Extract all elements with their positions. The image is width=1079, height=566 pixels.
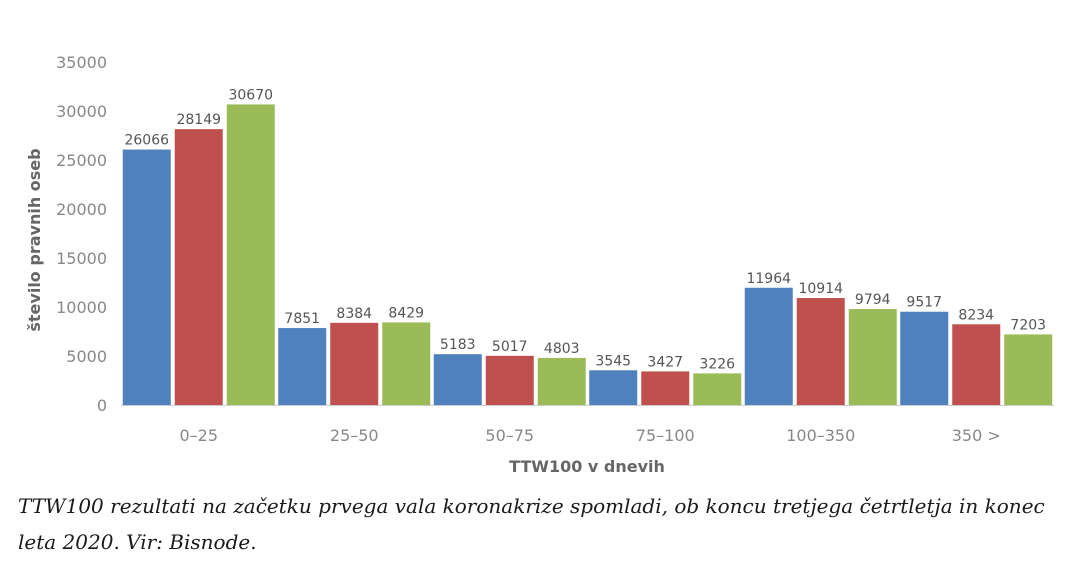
y-tick-label: 5000 — [66, 347, 107, 366]
data-label: 3427 — [647, 354, 683, 370]
data-label: 7851 — [284, 311, 320, 327]
data-label: 26066 — [124, 133, 169, 149]
y-tick-label: 0 — [97, 396, 107, 415]
bar — [900, 311, 949, 405]
bar — [433, 354, 482, 405]
bars — [122, 104, 1053, 406]
y-tick-label: 30000 — [56, 102, 107, 121]
y-tick-label: 20000 — [56, 200, 107, 219]
bar — [330, 322, 379, 405]
data-label: 8384 — [336, 306, 372, 322]
data-labels: 26066 28149 30670 7851 8384 8429 5183 5017 4803 3… — [124, 87, 1046, 372]
data-label: 3545 — [595, 353, 631, 369]
x-tick-label: 0–25 — [179, 426, 218, 445]
bar — [952, 324, 1001, 405]
bar — [641, 371, 690, 405]
x-tick-label: 350 > — [952, 426, 1001, 445]
bar — [796, 298, 845, 405]
data-label: 11964 — [746, 271, 791, 287]
data-label: 10914 — [798, 281, 843, 297]
data-label: 9517 — [906, 295, 942, 311]
y-tick-label: 25000 — [56, 151, 107, 170]
y-axis-title: število pravnih oseb — [25, 148, 44, 331]
bar — [122, 149, 171, 405]
data-label: 28149 — [176, 112, 221, 128]
bar — [226, 104, 275, 406]
bar — [744, 287, 793, 405]
data-label: 7203 — [1010, 317, 1046, 333]
data-label: 30670 — [228, 87, 273, 103]
x-axis-title: TTW100 v dnevih — [509, 457, 665, 476]
data-label: 3226 — [699, 356, 735, 372]
bar — [537, 357, 586, 405]
x-axis-ticks: 0–25 25–50 50–75 75–100 100–350 350 > — [179, 426, 1000, 445]
data-label: 8429 — [388, 305, 424, 321]
bar — [382, 322, 431, 405]
bar — [278, 328, 327, 405]
x-tick-label: 50–75 — [485, 426, 534, 445]
y-tick-label: 15000 — [56, 249, 107, 268]
x-tick-label: 25–50 — [330, 426, 379, 445]
bar — [693, 373, 742, 405]
bar-chart: 0 5000 10000 15000 20000 25000 30000 35000 2606… — [25, 53, 1054, 476]
figure-caption: TTW100 rezultati na začetku prvega vala … — [18, 494, 1045, 554]
bar — [1004, 334, 1053, 405]
bar — [174, 129, 223, 405]
bar — [848, 309, 897, 405]
data-label: 4803 — [544, 341, 580, 357]
x-tick-label: 75–100 — [636, 426, 695, 445]
bar — [485, 355, 534, 405]
y-tick-label: 10000 — [56, 298, 107, 317]
data-label: 5183 — [440, 337, 476, 353]
data-label: 9794 — [855, 292, 891, 308]
data-label: 5017 — [492, 339, 528, 355]
x-tick-label: 100–350 — [786, 426, 855, 445]
y-axis-ticks: 0 5000 10000 15000 20000 25000 30000 35000 — [56, 53, 107, 415]
bar — [589, 370, 638, 405]
y-tick-label: 35000 — [56, 53, 107, 72]
data-label: 8234 — [958, 307, 994, 323]
